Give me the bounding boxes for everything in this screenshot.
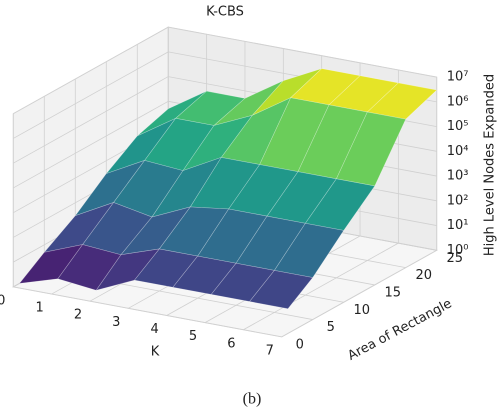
y-tick-label: 25 bbox=[446, 251, 463, 266]
grid-line bbox=[13, 76, 169, 164]
grid-line bbox=[13, 286, 282, 338]
z-tick-label: 10⁵ bbox=[447, 119, 469, 134]
y-tick-label: 0 bbox=[296, 337, 304, 352]
z-tick-label: 10⁶ bbox=[447, 94, 469, 109]
x-axis-label: K bbox=[151, 345, 160, 360]
caption: (b) bbox=[243, 391, 262, 408]
grid-line bbox=[168, 26, 437, 78]
grid-line bbox=[281, 249, 437, 338]
x-tick-label: 5 bbox=[189, 329, 197, 344]
x-tick-label: 4 bbox=[151, 322, 159, 337]
grid-line bbox=[13, 26, 169, 115]
surface-patch bbox=[249, 270, 314, 310]
x-tick-label: 0 bbox=[0, 293, 5, 308]
y-tick-label: 10 bbox=[353, 303, 370, 318]
z-tick-label: 10² bbox=[447, 193, 469, 208]
grid-line bbox=[13, 100, 169, 189]
chart-title: K-CBS bbox=[206, 5, 244, 20]
z-axis-label: High Level Nodes Expanded bbox=[483, 74, 498, 256]
z-tick-label: 10¹ bbox=[447, 218, 469, 233]
x-tick-label: 1 bbox=[35, 301, 43, 316]
z-tick-label: 10³ bbox=[447, 169, 469, 184]
y-tick-label: 5 bbox=[327, 320, 335, 335]
z-tick-label: 10⁷ bbox=[447, 70, 469, 85]
y-tick-label: 15 bbox=[384, 285, 401, 300]
z-tick-label: 10⁰ bbox=[447, 243, 469, 258]
x-tick-label: 6 bbox=[227, 336, 235, 351]
z-tick-label: 10⁴ bbox=[447, 144, 469, 159]
x-tick-label: 2 bbox=[74, 308, 82, 323]
x-tick-label: 3 bbox=[112, 315, 120, 330]
grid-line bbox=[243, 242, 399, 331]
y-tick-label: 20 bbox=[415, 268, 432, 283]
x-tick-label: 7 bbox=[266, 343, 274, 358]
grid-line bbox=[13, 51, 169, 139]
